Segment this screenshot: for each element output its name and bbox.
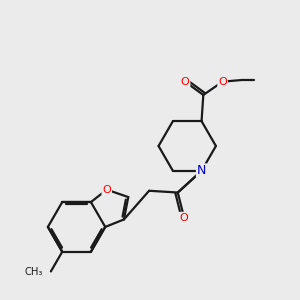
Text: O: O <box>181 77 190 87</box>
Text: CH₃: CH₃ <box>25 267 43 277</box>
Text: O: O <box>102 184 111 195</box>
Text: N: N <box>197 164 206 177</box>
Text: O: O <box>180 213 188 223</box>
Text: O: O <box>218 77 227 87</box>
